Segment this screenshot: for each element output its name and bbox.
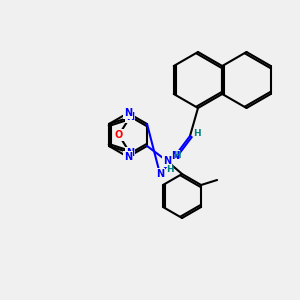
Text: N: N xyxy=(126,112,134,122)
Text: N: N xyxy=(124,152,132,162)
Text: N: N xyxy=(171,151,179,161)
Text: N: N xyxy=(156,169,164,179)
Text: H: H xyxy=(193,130,201,139)
Text: O: O xyxy=(115,130,123,140)
Text: N: N xyxy=(126,148,134,158)
Text: H: H xyxy=(166,164,174,173)
Text: N: N xyxy=(124,108,132,118)
Text: N: N xyxy=(163,156,171,166)
Text: H: H xyxy=(173,152,181,160)
